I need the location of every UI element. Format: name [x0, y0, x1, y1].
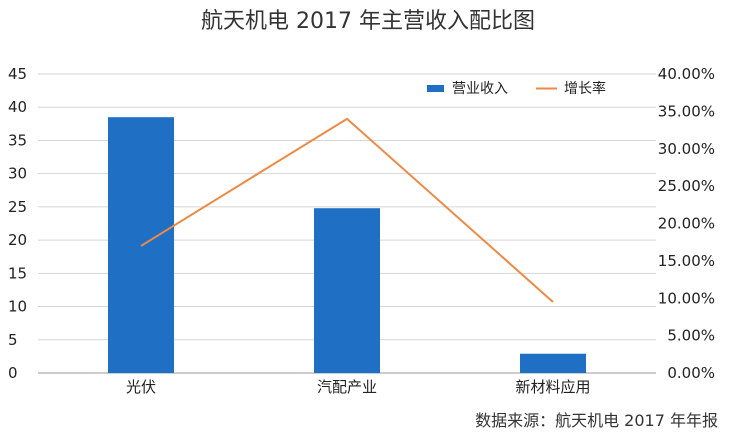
right-tick-label: 10.00%	[658, 289, 715, 307]
line-series	[140, 117, 554, 303]
legend: 营业收入 增长率	[427, 80, 606, 97]
left-tick-label: 20	[8, 231, 27, 249]
legend-bar-label: 营业收入	[452, 81, 508, 97]
source-note: 数据来源：航天机电 2017 年年报	[475, 411, 718, 430]
left-tick-label: 45	[8, 65, 27, 83]
right-tick-label: 40.00%	[658, 65, 715, 83]
left-tick-label: 25	[8, 198, 27, 216]
left-tick-label: 30	[8, 165, 27, 183]
left-tick-label: 5	[8, 331, 18, 349]
growth-line	[140, 117, 554, 303]
left-tick-label: 35	[8, 131, 27, 149]
category-label: 新材料应用	[515, 378, 590, 396]
bar-series	[108, 117, 586, 373]
category-label: 汽配产业	[317, 378, 377, 396]
legend-line-label: 增长率	[564, 80, 606, 97]
category-label: 光伏	[126, 378, 156, 396]
left-tick-label: 0	[8, 364, 18, 382]
right-tick-label: 0.00%	[667, 364, 715, 382]
right-axis-ticks: 0.00% 5.00% 10.00% 15.00% 20.00% 25.00% 30.00%…	[658, 65, 715, 382]
right-tick-label: 20.00%	[658, 215, 715, 233]
category-labels: 光伏 汽配产业 新材料应用	[126, 378, 591, 396]
left-tick-label: 15	[8, 264, 27, 282]
right-tick-label: 30.00%	[658, 140, 715, 158]
legend-bar-swatch	[427, 85, 444, 92]
left-axis-ticks: 0 5 10 15 20 25 30 35 40 45	[8, 65, 27, 382]
right-tick-label: 15.00%	[658, 252, 715, 270]
left-tick-label: 10	[8, 298, 27, 316]
right-tick-label: 25.00%	[658, 177, 715, 195]
right-tick-label: 35.00%	[658, 102, 715, 120]
bar	[314, 208, 380, 373]
chart-title: 航天机电 2017 年主营收入配比图	[201, 9, 535, 34]
right-tick-label: 5.00%	[667, 327, 715, 345]
bar	[520, 353, 586, 373]
left-tick-label: 40	[8, 98, 27, 116]
